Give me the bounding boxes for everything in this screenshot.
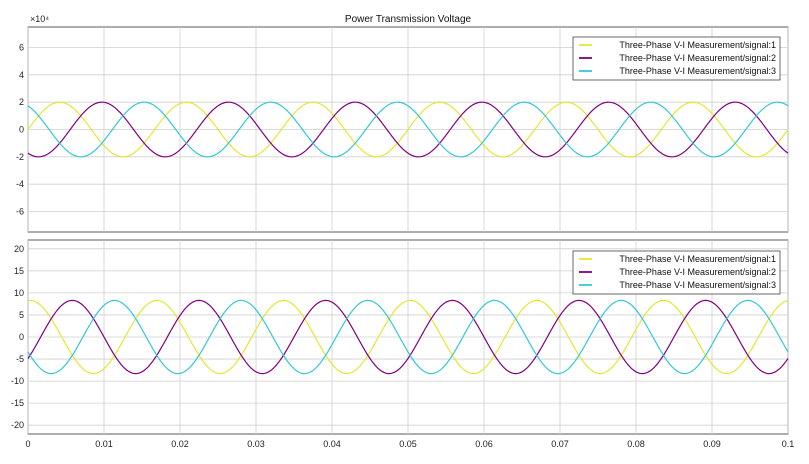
voltage-legend-label-2: Three-Phase V-I Measurement/signal:2 xyxy=(619,53,776,63)
x-tick-label: 0.08 xyxy=(627,439,645,449)
current-legend-label-1: Three-Phase V-I Measurement/signal:1 xyxy=(619,254,776,264)
voltage-legend-box xyxy=(572,36,781,81)
current-legend: Three-Phase V-I Measurement/signal:1 Thr… xyxy=(572,250,781,295)
voltage-y-tick-label: -2 xyxy=(16,152,24,162)
current-y-tick-label: 20 xyxy=(14,244,24,254)
x-tick-label: 0.04 xyxy=(323,439,341,449)
x-tick-label: 0.09 xyxy=(703,439,721,449)
x-tick-label: 0 xyxy=(25,439,30,449)
voltage-y-tick-label: -4 xyxy=(16,179,24,189)
x-tick-label: 0.07 xyxy=(551,439,569,449)
current-y-tick-label: -20 xyxy=(11,420,24,430)
voltage-y-tick-label: 0 xyxy=(19,125,24,135)
x-tick-label: 0.05 xyxy=(399,439,417,449)
x-tick-labels: 0 0.01 0.02 0.03 0.04 0.05 0.06 0.07 0.08 0.09 0.1 xyxy=(25,439,794,449)
voltage-axes: 6 4 2 0 -2 -4 -6 Power Transmission Voltage ×1… xyxy=(16,14,789,233)
voltage-y-tick-label: -6 xyxy=(16,207,24,217)
voltage-y-tick-label: 4 xyxy=(19,70,24,80)
current-y-tick-label: 10 xyxy=(14,288,24,298)
current-series-group xyxy=(27,299,789,375)
voltage-series-line-1 xyxy=(27,101,789,158)
current-y-tick-label: -15 xyxy=(11,398,24,408)
current-series-line-2 xyxy=(27,299,789,375)
x-tick-label: 0.1 xyxy=(782,439,795,449)
voltage-y-tick-label: 2 xyxy=(19,97,24,107)
current-legend-box xyxy=(572,250,781,295)
voltage-series-group xyxy=(27,101,789,158)
voltage-legend-label-1: Three-Phase V-I Measurement/signal:1 xyxy=(619,40,776,50)
current-series-line-3 xyxy=(27,299,789,375)
voltage-y-tick-labels: 6 4 2 0 -2 -4 -6 xyxy=(16,43,24,217)
x-tick-label: 0.01 xyxy=(95,439,113,449)
current-y-tick-labels: 20 15 10 5 0 -5 -10 -15 -20 xyxy=(11,244,24,430)
current-y-tick-label: 0 xyxy=(19,332,24,342)
voltage-legend: Three-Phase V-I Measurement/signal:1 Thr… xyxy=(572,36,781,81)
voltage-legend-label-3: Three-Phase V-I Measurement/signal:3 xyxy=(619,66,776,76)
voltage-exponent-label: ×10⁴ xyxy=(30,14,49,24)
voltage-series-line-3 xyxy=(27,101,789,158)
current-y-tick-label: 15 xyxy=(14,266,24,276)
current-y-tick-label: -5 xyxy=(16,354,24,364)
current-axes: 20 15 10 5 0 -5 -10 -15 -20 Three-Phase V-I Meas… xyxy=(11,239,794,449)
x-tick-label: 0.03 xyxy=(247,439,265,449)
voltage-chart-title: Power Transmission Voltage xyxy=(345,14,472,25)
x-tick-label: 0.02 xyxy=(171,439,189,449)
current-legend-label-2: Three-Phase V-I Measurement/signal:2 xyxy=(619,267,776,277)
current-legend-label-3: Three-Phase V-I Measurement/signal:3 xyxy=(619,280,776,290)
voltage-y-tick-label: 6 xyxy=(19,43,24,53)
current-grid xyxy=(27,240,789,434)
current-y-tick-label: 5 xyxy=(19,310,24,320)
current-y-tick-label: -10 xyxy=(11,376,24,386)
voltage-series-line-2 xyxy=(27,101,789,158)
current-series-line-1 xyxy=(27,299,789,375)
x-tick-label: 0.06 xyxy=(475,439,493,449)
